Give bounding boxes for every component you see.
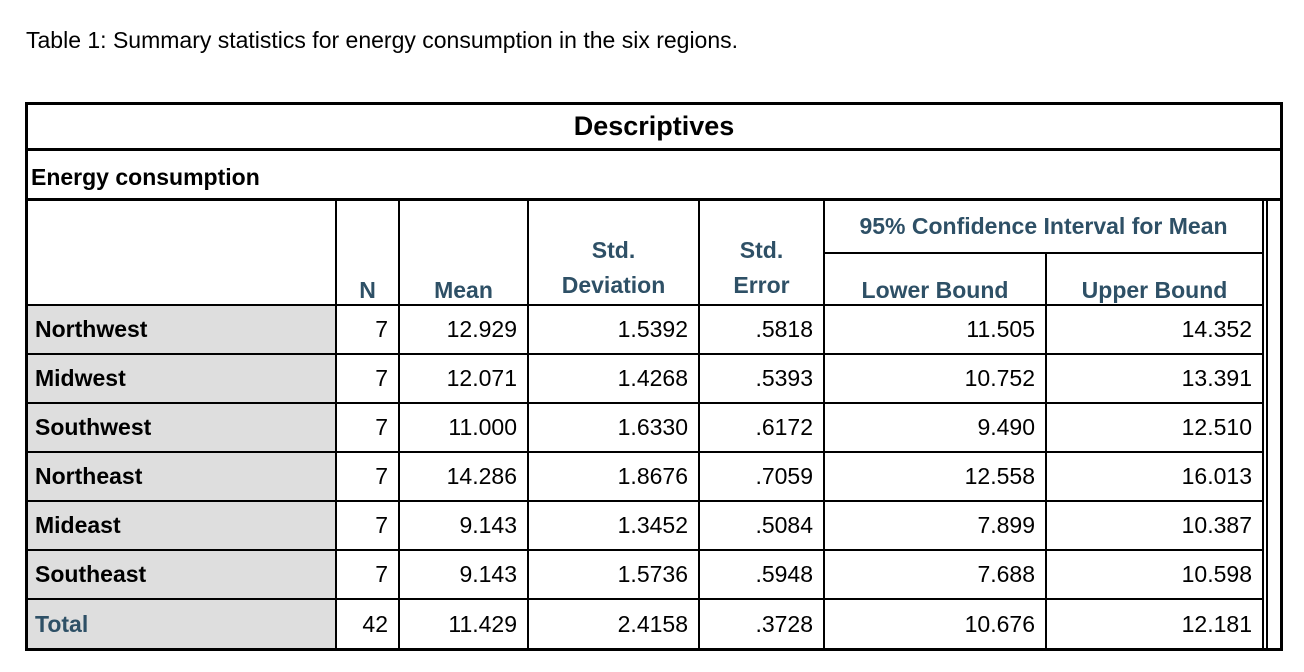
n-cell: 7 (335, 402, 400, 453)
col-header-n: N (335, 201, 400, 306)
mean-cell: 9.143 (398, 500, 529, 551)
row-label: Southeast (28, 549, 337, 600)
std-deviation-cell: 1.6330 (527, 402, 700, 453)
mean-cell: 12.071 (398, 353, 529, 404)
row-label: Northeast (28, 451, 337, 502)
mean-cell: 14.286 (398, 451, 529, 502)
mean-cell: 12.929 (398, 304, 529, 355)
row-label: Southwest (28, 402, 337, 453)
table-row-total: Total 42 11.429 2.4158 .3728 10.676 12.1… (28, 598, 1268, 648)
std-deviation-cell: 1.5736 (527, 549, 700, 600)
lower-bound-cell: 7.899 (823, 500, 1047, 551)
n-cell: 7 (335, 500, 400, 551)
table-row-southeast: Southeast 7 9.143 1.5736 .5948 7.688 10.… (28, 549, 1268, 600)
table-row-southwest: Southwest 7 11.000 1.6330 .6172 9.490 12… (28, 402, 1268, 453)
std-error-cell: .7059 (698, 451, 825, 502)
descriptives-table-frame: Descriptives Energy consumption N Mean S… (25, 102, 1283, 651)
n-cell: 42 (335, 598, 400, 648)
row-label: Northwest (28, 304, 337, 355)
lower-bound-cell: 12.558 (823, 451, 1047, 502)
col-header-mean: Mean (398, 201, 529, 306)
col-header-std-deviation: Std. Deviation (527, 201, 700, 306)
upper-bound-cell: 16.013 (1045, 451, 1268, 502)
header-row-2: Lower Bound Upper Bound (28, 252, 1268, 306)
upper-bound-cell: 12.510 (1045, 402, 1268, 453)
n-cell: 7 (335, 304, 400, 355)
upper-bound-cell: 10.598 (1045, 549, 1268, 600)
upper-bound-cell: 14.352 (1045, 304, 1268, 355)
table-row-mideast: Mideast 7 9.143 1.3452 .5084 7.899 10.38… (28, 500, 1268, 551)
std-error-cell: .5393 (698, 353, 825, 404)
std-deviation-cell: 1.8676 (527, 451, 700, 502)
std-deviation-cell: 2.4158 (527, 598, 700, 648)
table-caption: Table 1: Summary statistics for energy c… (26, 27, 739, 53)
n-cell: 7 (335, 549, 400, 600)
header-row-1: N Mean Std. Deviation Std. Error 95% Con… (28, 201, 1268, 306)
row-label: Mideast (28, 500, 337, 551)
std-deviation-cell: 1.4268 (527, 353, 700, 404)
std-error-cell: .3728 (698, 598, 825, 648)
std-deviation-cell: 1.3452 (527, 500, 700, 551)
upper-bound-cell: 12.181 (1045, 598, 1268, 648)
table-title: Descriptives (28, 105, 1280, 151)
std-deviation-cell: 1.5392 (527, 304, 700, 355)
row-label-total: Total (28, 598, 337, 648)
lower-bound-cell: 10.676 (823, 598, 1047, 648)
table-row-northwest: Northwest 7 12.929 1.5392 .5818 11.505 1… (28, 304, 1268, 355)
mean-cell: 11.429 (398, 598, 529, 648)
col-header-upper-bound: Upper Bound (1045, 252, 1268, 306)
col-header-ci-group: 95% Confidence Interval for Mean (823, 201, 1268, 254)
lower-bound-cell: 11.505 (823, 304, 1047, 355)
n-cell: 7 (335, 353, 400, 404)
n-cell: 7 (335, 451, 400, 502)
table-row-midwest: Midwest 7 12.071 1.4268 .5393 10.752 13.… (28, 353, 1268, 404)
upper-bound-cell: 10.387 (1045, 500, 1268, 551)
row-label: Midwest (28, 353, 337, 404)
std-error-cell: .5818 (698, 304, 825, 355)
mean-cell: 9.143 (398, 549, 529, 600)
corner-cell (28, 201, 337, 306)
lower-bound-cell: 10.752 (823, 353, 1047, 404)
std-error-cell: .6172 (698, 402, 825, 453)
std-error-cell: .5948 (698, 549, 825, 600)
col-header-std-error: Std. Error (698, 201, 825, 306)
mean-cell: 11.000 (398, 402, 529, 453)
upper-bound-cell: 13.391 (1045, 353, 1268, 404)
std-error-cell: .5084 (698, 500, 825, 551)
descriptives-table: N Mean Std. Deviation Std. Error 95% Con… (28, 201, 1268, 648)
variable-label: Energy consumption (28, 151, 1280, 201)
table-row-northeast: Northeast 7 14.286 1.8676 .7059 12.558 1… (28, 451, 1268, 502)
lower-bound-cell: 7.688 (823, 549, 1047, 600)
col-header-lower-bound: Lower Bound (824, 252, 1047, 306)
lower-bound-cell: 9.490 (823, 402, 1047, 453)
